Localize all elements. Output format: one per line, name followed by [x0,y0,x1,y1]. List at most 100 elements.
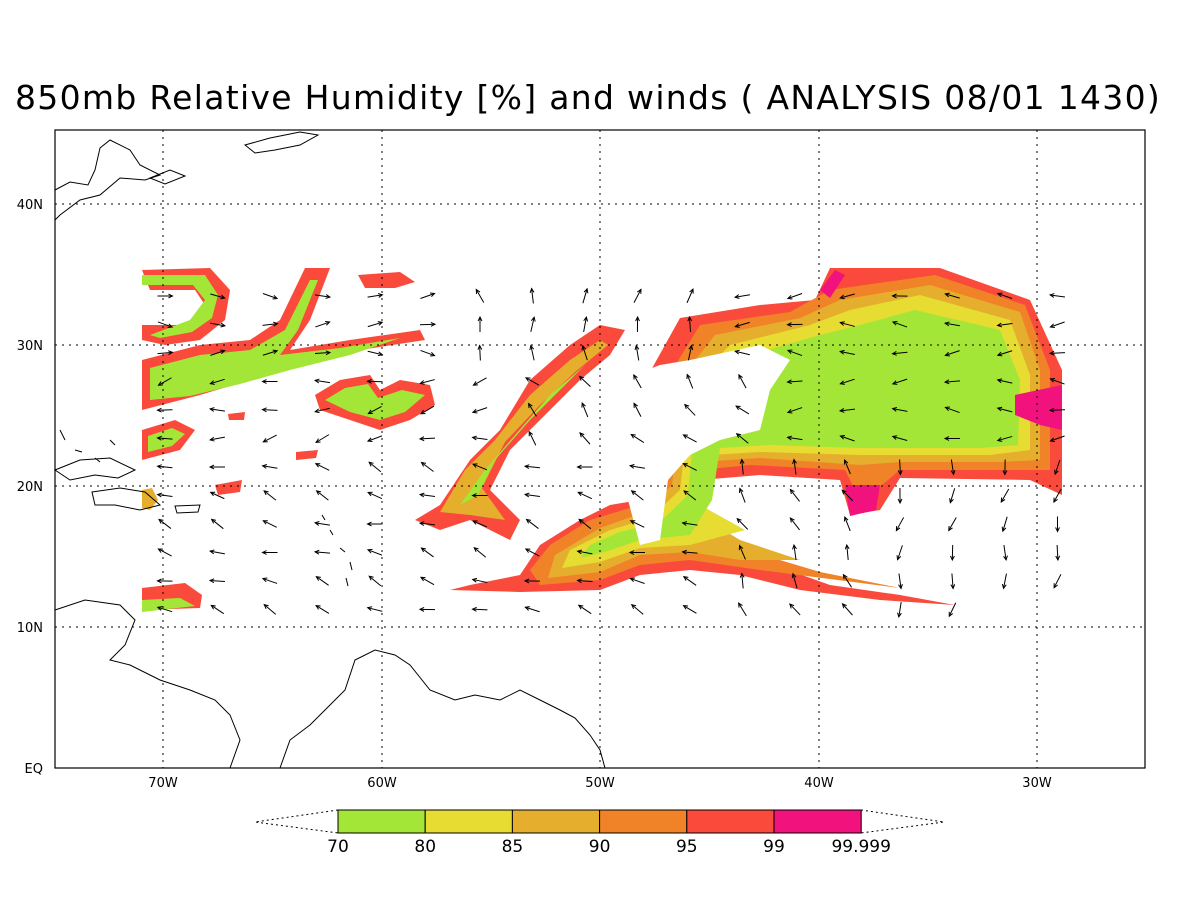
wind-arrow [844,543,850,561]
wind-arrow [156,435,173,441]
wind-arrow [791,572,798,589]
wind-arrow [262,321,279,327]
lon-label-60w: 60W [367,776,397,791]
wind-arrow [687,344,694,361]
wind-arrow [684,403,696,416]
wind-arrow [471,435,488,441]
wind-arrow [842,573,852,588]
wind-arrow [633,402,642,417]
wind-arrow [420,349,436,357]
wind-arrow [1048,407,1066,413]
wind-arrow [578,375,591,387]
colorbar-label: 90 [589,837,611,857]
wind-arrow [523,492,540,498]
wind-arrow [630,433,645,443]
wind-arrow [628,464,645,469]
wind-arrow [681,521,698,526]
moist-blob-hisp [142,488,158,510]
wind-arrow [786,293,803,300]
wind-arrow [576,464,593,470]
wind-arrow [1048,293,1065,298]
wind-arrow [943,436,961,441]
moist-blob-small1 [215,480,242,495]
wind-arrow [472,520,488,528]
wind-arrow [156,464,173,470]
wind-arrow [157,350,174,356]
coast-puerto-rico [174,504,201,514]
wind-arrow [367,406,382,415]
wind-arrow [579,432,591,445]
wind-arrow [210,518,224,530]
wind-arrow [315,490,329,501]
wind-arrow [948,602,957,618]
wind-arrow [475,288,485,303]
humidity-extreme-south [845,485,880,516]
wind-arrow [157,377,172,386]
wind-arrow [156,492,173,498]
coast-bahamas [59,429,116,463]
wind-arrow [315,576,329,586]
colorbar-left-arrow [254,809,339,834]
wind-arrow [315,434,330,443]
wind-arrow [789,488,800,502]
wind-arrow [315,294,332,299]
lon-label-50w: 50W [585,776,615,791]
wind-arrow [843,459,851,475]
wind-arrow [582,287,589,304]
wind-arrow [1048,350,1066,356]
wind-arrow [527,402,537,417]
wind-arrow [262,520,277,528]
wind-arrow [366,606,383,612]
humidity-shading [142,268,1062,612]
wind-arrow [739,572,745,589]
wind-arrow [786,379,803,385]
wind-arrow [1002,459,1008,476]
wind-arrow [262,434,277,443]
wind-arrow [838,408,856,413]
wind-arrow [633,374,642,389]
moist-streak-nw1-core [142,275,218,338]
wind-arrow [841,489,854,502]
colorbar-label: 99.999 [831,837,890,857]
wind-arrow [157,548,172,557]
wind-arrow [996,292,1013,299]
coast-lesser-antilles [321,514,353,587]
wind-arrow [315,321,331,328]
wind-arrow [950,573,956,590]
wind-arrow [367,350,384,357]
lat-label-eq: EQ [25,762,43,777]
coast-newfoundland [243,131,320,154]
wind-arrow [738,487,746,503]
wind-arrow [789,603,801,616]
wind-arrow [635,315,640,333]
wind-arrow [314,350,332,356]
wind-arrow [524,606,540,613]
wind-arrow [950,544,955,562]
wind-arrow [1055,544,1061,562]
wind-arrow [262,349,279,356]
wind-arrow [686,373,694,389]
wind-arrow [996,406,1013,413]
wind-arrow [367,491,383,500]
wind-arrow [897,487,903,505]
wind-arrow [734,321,750,328]
dry-pocket-west [470,350,610,510]
lon-label-70w: 70W [148,776,178,791]
wind-arrow [839,349,855,355]
wind-arrow [473,547,487,558]
wind-arrow [1001,516,1008,533]
wind-arrow [208,549,225,555]
wind-arrow [208,407,225,412]
wind-arrow [261,464,278,469]
wind-arrow [681,549,698,555]
wind-arrow [210,604,225,615]
wind-arrow [366,548,383,556]
wind-arrow [261,550,278,555]
wind-arrow [523,578,541,584]
wind-arrow [891,350,908,356]
wind-arrow [477,315,483,333]
wind-arrow [581,401,589,418]
wind-arrow [736,517,749,530]
wind-arrow [739,458,745,475]
